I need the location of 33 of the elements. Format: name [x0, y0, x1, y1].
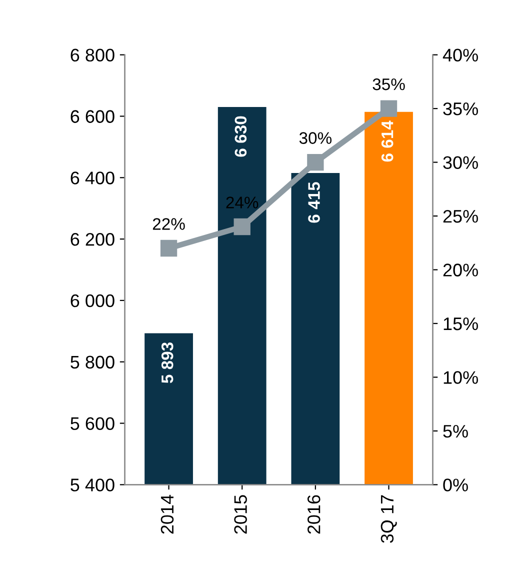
y2-tick-label: 35%	[443, 102, 478, 116]
y-tick-label: 5 600	[70, 417, 114, 430]
y2-tick-label: 15%	[444, 317, 478, 330]
data-label: 30%	[299, 132, 332, 144]
point	[307, 154, 324, 171]
y2-tick-label: 10%	[444, 371, 478, 384]
y-tick-label: 6 600	[70, 110, 114, 123]
y2-tick-label: 20%	[443, 264, 478, 276]
y-tick-label: 5 400	[70, 478, 114, 492]
y-tick-label: 6 200	[70, 232, 114, 246]
x-tick-label: 3Q 17	[380, 495, 397, 543]
point	[380, 100, 398, 117]
x-tick-label: 2016	[308, 495, 320, 534]
data-label: 35%	[372, 78, 405, 90]
point	[160, 240, 178, 257]
data-label: 6 614	[381, 120, 394, 162]
y-tick-label: 6 000	[70, 294, 114, 308]
point	[234, 218, 250, 236]
x-tick-label: 2014	[160, 494, 174, 534]
y2-tick-label: 30%	[443, 156, 478, 169]
data-label: 6 630	[234, 116, 247, 157]
y-tick-label: 5 800	[70, 356, 114, 369]
data-label: 5 893	[161, 342, 174, 384]
data-label: 6 415	[308, 182, 320, 223]
y-tick-label: 6 800	[70, 48, 114, 62]
data-label: 24%	[226, 196, 258, 208]
data-label: 22%	[152, 218, 185, 230]
y2-tick-label: 0%	[443, 478, 468, 492]
y2-tick-label: 25%	[443, 210, 478, 223]
x-tick-label: 2015	[234, 495, 247, 534]
y2-tick-label: 5%	[443, 424, 468, 438]
y-tick-label: 6 400	[70, 172, 114, 184]
y2-tick-label: 40%	[442, 48, 478, 62]
